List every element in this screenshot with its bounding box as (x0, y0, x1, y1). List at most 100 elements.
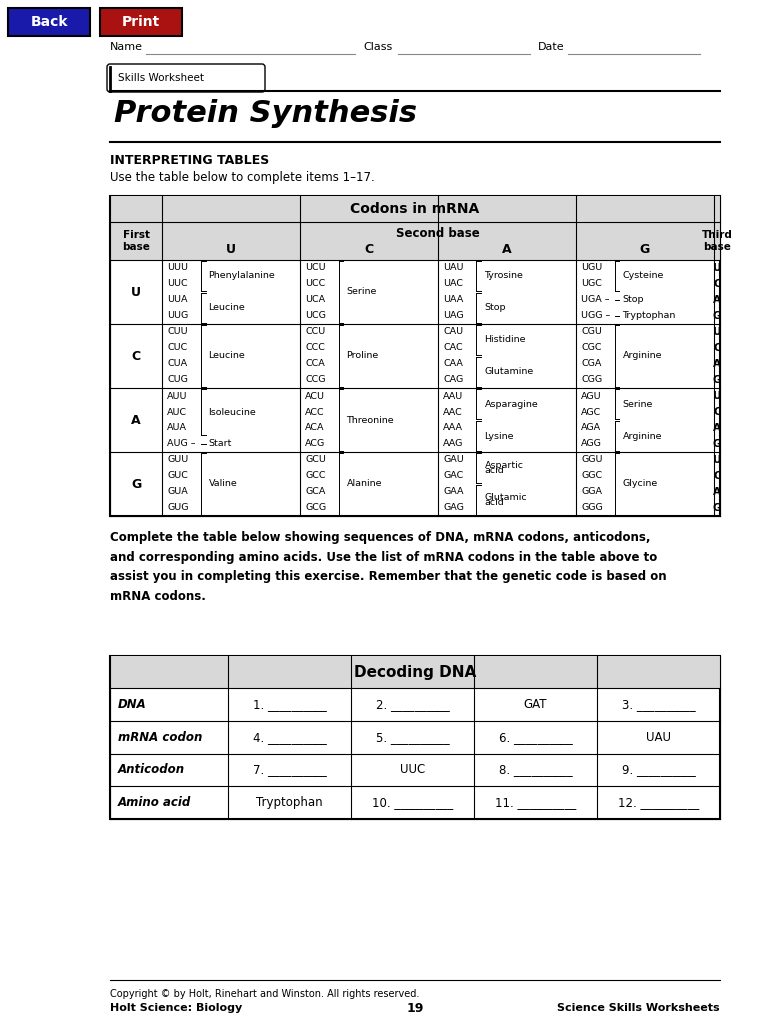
Text: INTERPRETING TABLES: INTERPRETING TABLES (110, 155, 270, 168)
Text: UGC: UGC (581, 280, 602, 289)
Text: GUU: GUU (167, 456, 188, 465)
Text: C: C (713, 279, 721, 289)
Text: UAA: UAA (443, 296, 463, 304)
Text: A: A (713, 295, 721, 305)
Text: A: A (502, 243, 512, 256)
Bar (110, 656, 720, 688)
Text: Stop: Stop (485, 303, 506, 312)
Text: 2. __________: 2. __________ (375, 698, 449, 711)
Text: 6. __________: 6. __________ (499, 731, 573, 743)
Bar (8, 8, 90, 36)
Text: GAG: GAG (443, 504, 464, 512)
Text: Aspartic: Aspartic (485, 461, 524, 470)
Text: AAG: AAG (443, 439, 463, 449)
Text: AAU: AAU (443, 391, 463, 400)
Text: ACC: ACC (305, 408, 325, 417)
Text: CCG: CCG (305, 376, 326, 384)
Text: U: U (226, 243, 236, 256)
Text: U: U (713, 327, 721, 337)
Text: GUA: GUA (167, 487, 188, 497)
Bar (110, 196, 720, 516)
Text: GAA: GAA (443, 487, 464, 497)
Text: 3. __________: 3. __________ (622, 698, 695, 711)
Text: UAC: UAC (443, 280, 463, 289)
Text: CUU: CUU (167, 328, 187, 337)
Text: UGA –: UGA – (581, 296, 609, 304)
Text: ACA: ACA (305, 424, 325, 432)
Text: UAU: UAU (646, 731, 671, 743)
Text: U: U (713, 391, 721, 401)
Text: Science Skills Worksheets: Science Skills Worksheets (557, 1002, 720, 1013)
Text: CCC: CCC (305, 343, 325, 352)
Text: Second base: Second base (396, 227, 480, 240)
Text: Phenylalanine: Phenylalanine (208, 271, 275, 281)
Text: UAG: UAG (443, 311, 464, 321)
Text: 5. __________: 5. __________ (376, 731, 449, 743)
Text: 12. __________: 12. __________ (618, 796, 699, 809)
Text: G: G (713, 375, 721, 385)
Text: UCU: UCU (305, 263, 326, 272)
Text: AUU: AUU (167, 391, 187, 400)
Text: 10. __________: 10. __________ (372, 796, 453, 809)
Text: Holt Science: Biology: Holt Science: Biology (110, 1002, 242, 1013)
Text: Leucine: Leucine (208, 351, 246, 360)
Text: U: U (713, 455, 721, 465)
Text: UCG: UCG (305, 311, 326, 321)
Text: 11. __________: 11. __________ (495, 796, 576, 809)
Text: Serine: Serine (622, 399, 653, 409)
Text: UUC: UUC (167, 280, 187, 289)
Text: Use the table below to complete items 1–17.: Use the table below to complete items 1–… (110, 171, 375, 184)
Text: AGA: AGA (581, 424, 601, 432)
Text: U: U (713, 263, 721, 273)
Text: Back: Back (30, 15, 68, 29)
Text: Arginine: Arginine (622, 351, 662, 360)
Text: C: C (364, 243, 374, 256)
Text: GAT: GAT (524, 698, 547, 711)
Bar (100, 8, 182, 36)
Text: CGU: CGU (581, 328, 602, 337)
Text: Name: Name (110, 42, 143, 52)
Text: GCC: GCC (305, 471, 326, 480)
Text: Valine: Valine (208, 479, 237, 488)
Text: AUC: AUC (167, 408, 187, 417)
Text: G: G (640, 243, 650, 256)
Text: GGA: GGA (581, 487, 602, 497)
Text: Codons in mRNA: Codons in mRNA (350, 202, 479, 216)
Text: A: A (713, 487, 721, 497)
Text: C: C (713, 407, 721, 417)
Text: Threonine: Threonine (347, 416, 394, 425)
Text: G: G (713, 503, 721, 513)
Text: CCA: CCA (305, 359, 325, 369)
Text: Decoding DNA: Decoding DNA (354, 665, 476, 680)
Text: UUC: UUC (400, 763, 425, 776)
Text: CAU: CAU (443, 328, 463, 337)
Text: 1. __________: 1. __________ (253, 698, 326, 711)
Bar (110, 656, 720, 819)
Text: GCA: GCA (305, 487, 326, 497)
Text: Arginine: Arginine (622, 431, 662, 440)
Text: A: A (713, 359, 721, 369)
Text: 7. __________: 7. __________ (253, 763, 326, 776)
Text: G: G (713, 311, 721, 321)
Text: CUG: CUG (167, 376, 188, 384)
Text: CUC: CUC (167, 343, 187, 352)
Text: Serine: Serine (347, 288, 377, 297)
Text: Start: Start (208, 439, 232, 449)
Text: UGG –: UGG – (581, 311, 610, 321)
Text: GAC: GAC (443, 471, 463, 480)
Text: AGC: AGC (581, 408, 601, 417)
Text: UGU: UGU (581, 263, 602, 272)
Text: GGG: GGG (581, 504, 603, 512)
Text: Cysteine: Cysteine (622, 271, 664, 281)
Text: CUA: CUA (167, 359, 187, 369)
Text: Lysine: Lysine (485, 431, 514, 440)
Text: U: U (131, 286, 141, 299)
Text: AUG –: AUG – (167, 439, 196, 449)
Text: Glutamic: Glutamic (485, 493, 527, 502)
Text: Tyrosine: Tyrosine (485, 271, 524, 281)
Text: A: A (713, 423, 721, 433)
Text: CGC: CGC (581, 343, 601, 352)
Text: GUC: GUC (167, 471, 188, 480)
Text: GAU: GAU (443, 456, 464, 465)
Text: GGC: GGC (581, 471, 602, 480)
